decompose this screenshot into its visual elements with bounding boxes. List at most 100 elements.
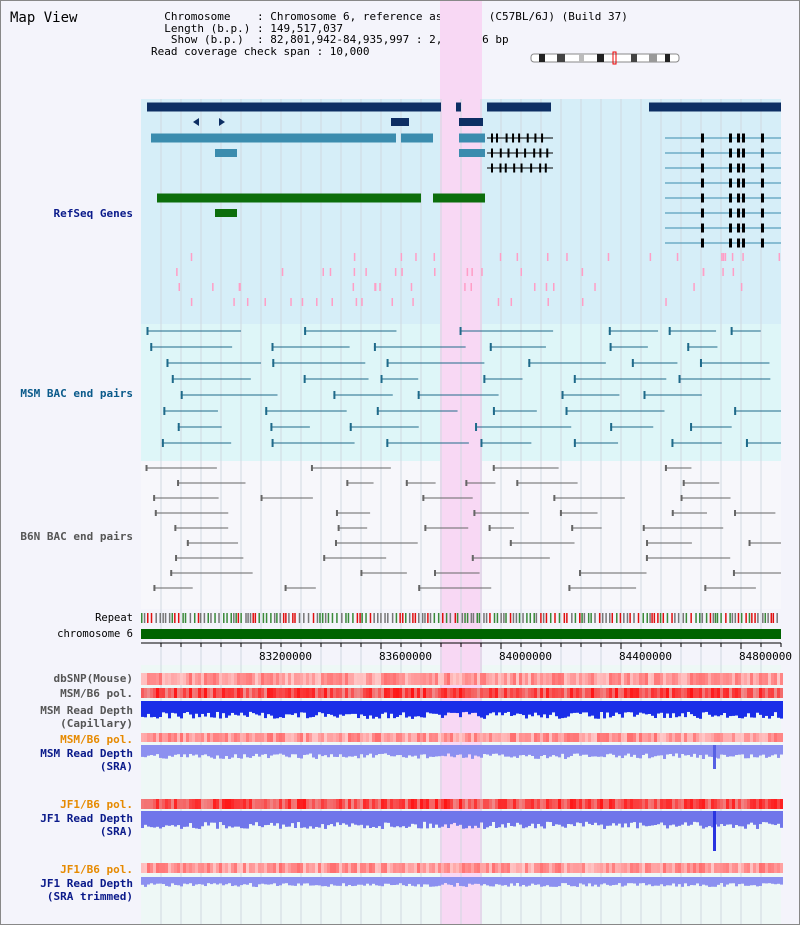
- gene-feature[interactable]: [518, 133, 521, 143]
- read-mark: [740, 283, 743, 291]
- gene-feature[interactable]: [701, 148, 704, 158]
- track-label-msm-bac[interactable]: MSM BAC end pairs: [20, 387, 133, 400]
- gene-feature[interactable]: [526, 133, 529, 143]
- track-label-refseq[interactable]: RefSeq Genes: [53, 207, 133, 220]
- gene-feature[interactable]: [530, 163, 533, 173]
- gene-feature[interactable]: [215, 149, 237, 157]
- gene-feature[interactable]: [520, 163, 523, 173]
- gene-feature[interactable]: [504, 163, 507, 173]
- gene-feature[interactable]: [761, 133, 764, 143]
- gene-feature[interactable]: [737, 178, 740, 188]
- gene-feature[interactable]: [729, 148, 732, 158]
- gene-feature[interactable]: [701, 133, 704, 143]
- gene-feature[interactable]: [737, 148, 740, 158]
- chromosome-bar[interactable]: [141, 629, 781, 639]
- gene-feature[interactable]: [401, 133, 433, 143]
- gene-feature[interactable]: [151, 133, 211, 143]
- gene-feature[interactable]: [534, 133, 537, 143]
- gene-feature[interactable]: [505, 133, 508, 143]
- gene-feature[interactable]: [729, 178, 732, 188]
- gene-feature[interactable]: [742, 223, 745, 233]
- gene-feature[interactable]: [701, 193, 704, 203]
- depth-bar: [180, 745, 183, 757]
- gene-feature[interactable]: [701, 238, 704, 248]
- depth-bar: [327, 877, 330, 887]
- gene-feature[interactable]: [491, 133, 493, 143]
- gene-feature[interactable]: [742, 178, 745, 188]
- track-label-b6n-bac[interactable]: B6N BAC end pairs: [20, 530, 133, 543]
- gene-feature[interactable]: [742, 133, 745, 143]
- heat-cell: [555, 733, 558, 742]
- heat-cell: [333, 863, 336, 873]
- gene-feature[interactable]: [539, 163, 542, 173]
- gene-feature[interactable]: [761, 163, 764, 173]
- gene-feature[interactable]: [729, 238, 732, 248]
- gene-feature[interactable]: [729, 163, 732, 173]
- gene-feature[interactable]: [459, 149, 485, 157]
- gene-feature[interactable]: [147, 102, 213, 112]
- heat-cell: [204, 673, 207, 685]
- depth-bar: [699, 811, 702, 826]
- gene-feature[interactable]: [496, 133, 499, 143]
- gene-feature[interactable]: [737, 133, 740, 143]
- gene-feature[interactable]: [487, 102, 551, 112]
- gene-feature[interactable]: [533, 148, 536, 158]
- gene-feature[interactable]: [742, 238, 745, 248]
- gene-feature[interactable]: [512, 133, 515, 143]
- gene-feature[interactable]: [761, 208, 764, 218]
- gene-feature[interactable]: [729, 223, 732, 233]
- gene-feature[interactable]: [491, 148, 493, 158]
- gene-feature[interactable]: [649, 102, 781, 112]
- gene-feature[interactable]: [742, 193, 745, 203]
- gene-feature[interactable]: [761, 193, 764, 203]
- gene-feature[interactable]: [391, 118, 409, 126]
- gene-feature[interactable]: [701, 163, 704, 173]
- gene-feature[interactable]: [737, 238, 740, 248]
- gene-feature[interactable]: [761, 238, 764, 248]
- gene-feature[interactable]: [742, 208, 745, 218]
- gene-feature[interactable]: [459, 133, 485, 143]
- depth-bar: [372, 811, 375, 827]
- heat-cell: [306, 799, 309, 809]
- gene-feature[interactable]: [524, 148, 527, 158]
- gene-feature[interactable]: [211, 133, 396, 143]
- gene-feature[interactable]: [513, 163, 516, 173]
- gene-feature[interactable]: [546, 148, 549, 158]
- gene-feature[interactable]: [729, 133, 732, 143]
- gene-feature[interactable]: [491, 163, 493, 173]
- depth-bar: [450, 701, 453, 713]
- heat-cell: [612, 733, 615, 742]
- gene-feature[interactable]: [541, 133, 544, 143]
- gene-feature[interactable]: [539, 148, 542, 158]
- gene-feature[interactable]: [737, 193, 740, 203]
- gene-feature[interactable]: [456, 102, 461, 112]
- gene-feature[interactable]: [507, 148, 510, 158]
- ideogram-position-marker[interactable]: [612, 51, 617, 65]
- gene-feature[interactable]: [433, 193, 485, 203]
- heat-cell: [444, 799, 447, 809]
- heat-cell: [375, 688, 378, 698]
- gene-feature[interactable]: [737, 163, 740, 173]
- chromosome-ideogram[interactable]: [530, 51, 680, 65]
- gene-feature[interactable]: [701, 178, 704, 188]
- gene-feature[interactable]: [499, 148, 502, 158]
- gene-feature[interactable]: [729, 193, 732, 203]
- gene-feature[interactable]: [761, 148, 764, 158]
- gene-feature[interactable]: [515, 148, 518, 158]
- gene-feature[interactable]: [742, 163, 745, 173]
- gene-feature[interactable]: [213, 102, 441, 112]
- gene-feature[interactable]: [761, 178, 764, 188]
- gene-feature[interactable]: [737, 223, 740, 233]
- gene-feature[interactable]: [761, 223, 764, 233]
- gene-feature[interactable]: [701, 208, 704, 218]
- gene-feature[interactable]: [544, 163, 547, 173]
- gene-feature[interactable]: [742, 148, 745, 158]
- gene-feature[interactable]: [499, 163, 502, 173]
- gene-feature[interactable]: [729, 208, 732, 218]
- gene-feature[interactable]: [459, 118, 483, 126]
- gene-feature[interactable]: [215, 209, 237, 217]
- gene-feature[interactable]: [701, 223, 704, 233]
- gene-feature[interactable]: [157, 193, 421, 203]
- gene-feature[interactable]: [737, 208, 740, 218]
